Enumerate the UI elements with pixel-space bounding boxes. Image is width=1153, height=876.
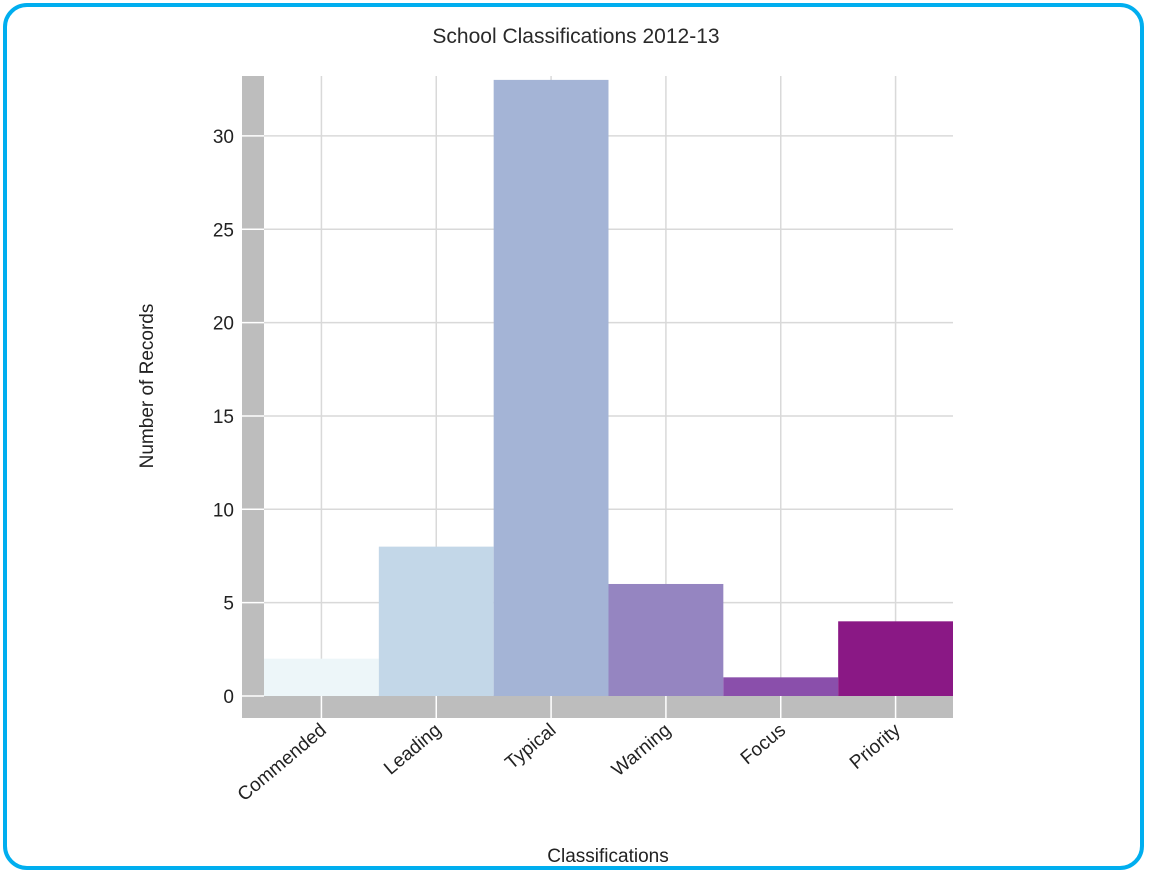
y-axis-band: [242, 76, 264, 718]
x-tick-label: Focus: [737, 720, 790, 769]
bar-focus: [723, 677, 839, 696]
plot-area: 0 5 10 15 20 25 30 Commended Leading Typical Warni…: [213, 76, 953, 806]
y-tick-label: 10: [213, 500, 234, 521]
y-tick-label: 30: [213, 127, 234, 148]
chart-title: School Classifications 2012-13: [432, 25, 719, 48]
bar-typical: [493, 79, 609, 696]
bar-leading: [378, 546, 494, 696]
bar-priority: [838, 621, 953, 696]
y-tick-label: 5: [223, 594, 234, 615]
y-tick-label: 25: [213, 220, 234, 241]
y-tick-label: 15: [213, 407, 234, 428]
bar-warning: [608, 583, 724, 696]
x-axis-title: Classifications: [547, 846, 668, 867]
x-tick-label: Commended: [234, 720, 331, 806]
x-tick-label: Leading: [380, 720, 445, 780]
x-tick-label: Typical: [501, 720, 560, 774]
y-axis-title: Number of Records: [137, 304, 158, 469]
bar-commended: [264, 658, 379, 696]
y-tick-label: 20: [213, 314, 234, 335]
x-tick-label: Warning: [608, 720, 675, 781]
x-tick-label: Priority: [846, 719, 905, 773]
y-tick-label: 0: [223, 687, 234, 708]
x-axis-band: [242, 696, 953, 718]
